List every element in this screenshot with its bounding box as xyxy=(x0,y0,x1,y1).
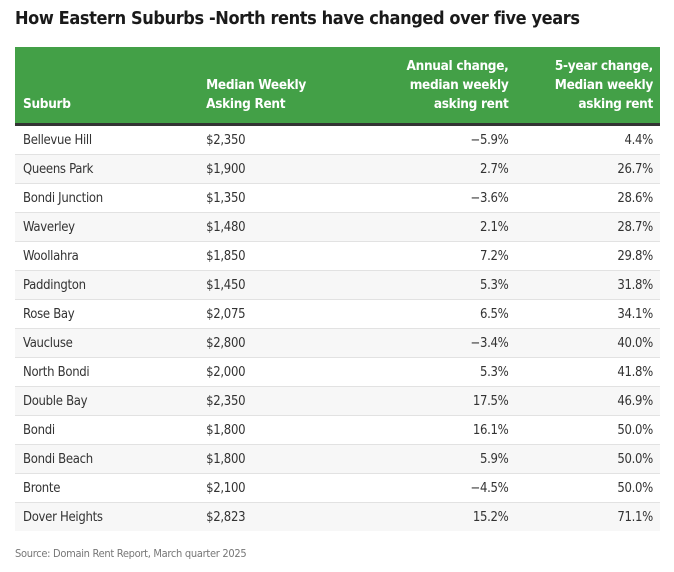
median-rent-cell: $2,350 xyxy=(190,386,363,416)
five-year-change-cell: 29.8% xyxy=(516,241,660,271)
suburb-cell: Bellevue Hill xyxy=(15,124,191,155)
annual-change-cell: 5.3% xyxy=(362,357,517,387)
suburb-cell: Double Bay xyxy=(15,386,191,416)
median-rent-cell: $1,480 xyxy=(190,212,363,242)
median-rent-cell: $2,823 xyxy=(190,502,363,531)
five-year-change-cell: 40.0% xyxy=(516,328,660,358)
five-year-change-cell: 26.7% xyxy=(516,154,660,184)
chart-title: How Eastern Suburbs -North rents have ch… xyxy=(15,8,580,29)
median-rent-cell: $2,800 xyxy=(190,328,363,358)
median-rent-cell: $2,075 xyxy=(190,299,363,329)
annual-change-cell: 7.2% xyxy=(362,241,517,271)
suburb-cell: Waverley xyxy=(15,212,191,242)
median-rent-cell: $2,100 xyxy=(190,473,363,503)
table-row: Vaucluse $2,800 −3.4% 40.0% xyxy=(15,328,660,358)
annual-change-cell: −5.9% xyxy=(362,124,517,155)
five-year-change-cell: 46.9% xyxy=(516,386,660,416)
suburb-cell: Bondi Junction xyxy=(15,183,191,213)
five-year-change-cell: 28.6% xyxy=(516,183,660,213)
five-year-change-cell: 41.8% xyxy=(516,357,660,387)
suburb-cell: Rose Bay xyxy=(15,299,191,329)
table-row: Bronte $2,100 −4.5% 50.0% xyxy=(15,473,660,503)
suburb-cell: Paddington xyxy=(15,270,191,300)
source-note: Source: Domain Rent Report, March quarte… xyxy=(15,547,247,560)
annual-change-cell: −4.5% xyxy=(362,473,517,503)
table-header-row: Suburb Median Weekly Asking Rent Annual c… xyxy=(15,47,660,126)
header-median-rent: Median Weekly Asking Rent xyxy=(190,47,363,126)
annual-change-cell: 15.2% xyxy=(362,502,517,531)
five-year-change-cell: 50.0% xyxy=(516,444,660,474)
suburb-cell: Bondi Beach xyxy=(15,444,191,474)
table-row: Bondi Junction $1,350 −3.6% 28.6% xyxy=(15,183,660,213)
median-rent-cell: $1,450 xyxy=(190,270,363,300)
table-body: Bellevue Hill $2,350 −5.9% 4.4% Queens Park $… xyxy=(15,124,660,531)
median-rent-cell: $1,900 xyxy=(190,154,363,184)
annual-change-cell: 6.5% xyxy=(362,299,517,329)
five-year-change-cell: 50.0% xyxy=(516,473,660,503)
suburb-cell: Dover Heights xyxy=(15,502,191,531)
header-suburb: Suburb xyxy=(15,47,191,126)
median-rent-cell: $1,800 xyxy=(190,415,363,445)
suburb-cell: Bondi xyxy=(15,415,191,445)
suburb-cell: Queens Park xyxy=(15,154,191,184)
five-year-change-cell: 50.0% xyxy=(516,415,660,445)
header-annual-change: Annual change, median weekly asking rent xyxy=(362,47,517,126)
table-row: Bondi $1,800 16.1% 50.0% xyxy=(15,415,660,445)
table-row: Waverley $1,480 2.1% 28.7% xyxy=(15,212,660,242)
median-rent-cell: $1,850 xyxy=(190,241,363,271)
table-row: Dover Heights $2,823 15.2% 71.1% xyxy=(15,502,660,531)
annual-change-cell: −3.4% xyxy=(362,328,517,358)
table-row: Double Bay $2,350 17.5% 46.9% xyxy=(15,386,660,416)
table-row: Queens Park $1,900 2.7% 26.7% xyxy=(15,154,660,184)
suburb-cell: North Bondi xyxy=(15,357,191,387)
table-row: North Bondi $2,000 5.3% 41.8% xyxy=(15,357,660,387)
table-row: Paddington $1,450 5.3% 31.8% xyxy=(15,270,660,300)
annual-change-cell: −3.6% xyxy=(362,183,517,213)
five-year-change-cell: 34.1% xyxy=(516,299,660,329)
suburb-cell: Bronte xyxy=(15,473,191,503)
table-row: Bellevue Hill $2,350 −5.9% 4.4% xyxy=(15,124,660,155)
five-year-change-cell: 28.7% xyxy=(516,212,660,242)
median-rent-cell: $1,350 xyxy=(190,183,363,213)
suburb-cell: Vaucluse xyxy=(15,328,191,358)
median-rent-cell: $2,000 xyxy=(190,357,363,387)
five-year-change-cell: 4.4% xyxy=(516,124,660,155)
median-rent-cell: $1,800 xyxy=(190,444,363,474)
rent-table: Suburb Median Weekly Asking Rent Annual c… xyxy=(15,47,660,531)
table-row: Bondi Beach $1,800 5.9% 50.0% xyxy=(15,444,660,474)
five-year-change-cell: 31.8% xyxy=(516,270,660,300)
five-year-change-cell: 71.1% xyxy=(516,502,660,531)
annual-change-cell: 2.7% xyxy=(362,154,517,184)
suburb-cell: Woollahra xyxy=(15,241,191,271)
median-rent-cell: $2,350 xyxy=(190,124,363,155)
annual-change-cell: 16.1% xyxy=(362,415,517,445)
header-five-year-change: 5-year change, Median weekly asking rent xyxy=(516,47,660,126)
annual-change-cell: 17.5% xyxy=(362,386,517,416)
table-row: Rose Bay $2,075 6.5% 34.1% xyxy=(15,299,660,329)
annual-change-cell: 5.9% xyxy=(362,444,517,474)
annual-change-cell: 5.3% xyxy=(362,270,517,300)
table-row: Woollahra $1,850 7.2% 29.8% xyxy=(15,241,660,271)
annual-change-cell: 2.1% xyxy=(362,212,517,242)
